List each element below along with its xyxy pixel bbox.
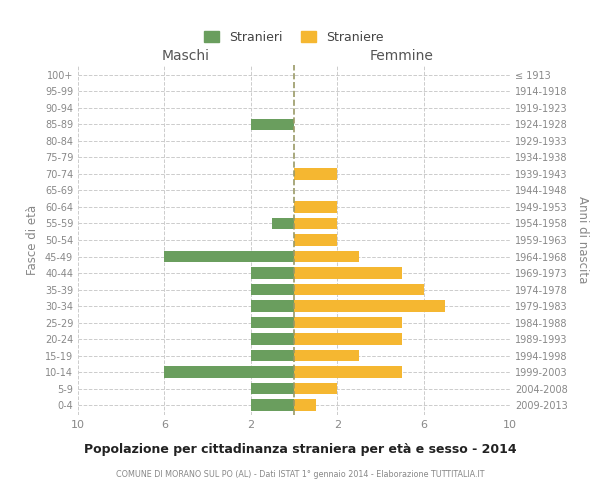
Text: COMUNE DI MORANO SUL PO (AL) - Dati ISTAT 1° gennaio 2014 - Elaborazione TUTTITA: COMUNE DI MORANO SUL PO (AL) - Dati ISTA… [116,470,484,479]
Bar [251,400,294,411]
Bar [251,118,294,130]
Bar [272,218,294,230]
Bar [294,234,337,246]
Bar [294,218,337,230]
Bar [294,383,337,394]
Bar [164,366,294,378]
Bar [251,317,294,328]
Bar [294,267,402,279]
Bar [294,300,445,312]
Bar [294,284,424,296]
Bar [164,250,294,262]
Bar [251,383,294,394]
Bar [294,350,359,362]
Bar [294,201,337,213]
Legend: Stranieri, Straniere: Stranieri, Straniere [199,26,389,49]
Text: Popolazione per cittadinanza straniera per età e sesso - 2014: Popolazione per cittadinanza straniera p… [83,442,517,456]
Y-axis label: Anni di nascita: Anni di nascita [576,196,589,284]
Bar [251,267,294,279]
Text: Femmine: Femmine [370,48,434,62]
Bar [251,334,294,345]
Bar [294,334,402,345]
Bar [251,284,294,296]
Text: Maschi: Maschi [162,48,210,62]
Bar [294,168,337,179]
Bar [251,300,294,312]
Bar [294,250,359,262]
Bar [294,317,402,328]
Y-axis label: Fasce di età: Fasce di età [26,205,39,275]
Bar [294,400,316,411]
Bar [251,350,294,362]
Bar [294,366,402,378]
